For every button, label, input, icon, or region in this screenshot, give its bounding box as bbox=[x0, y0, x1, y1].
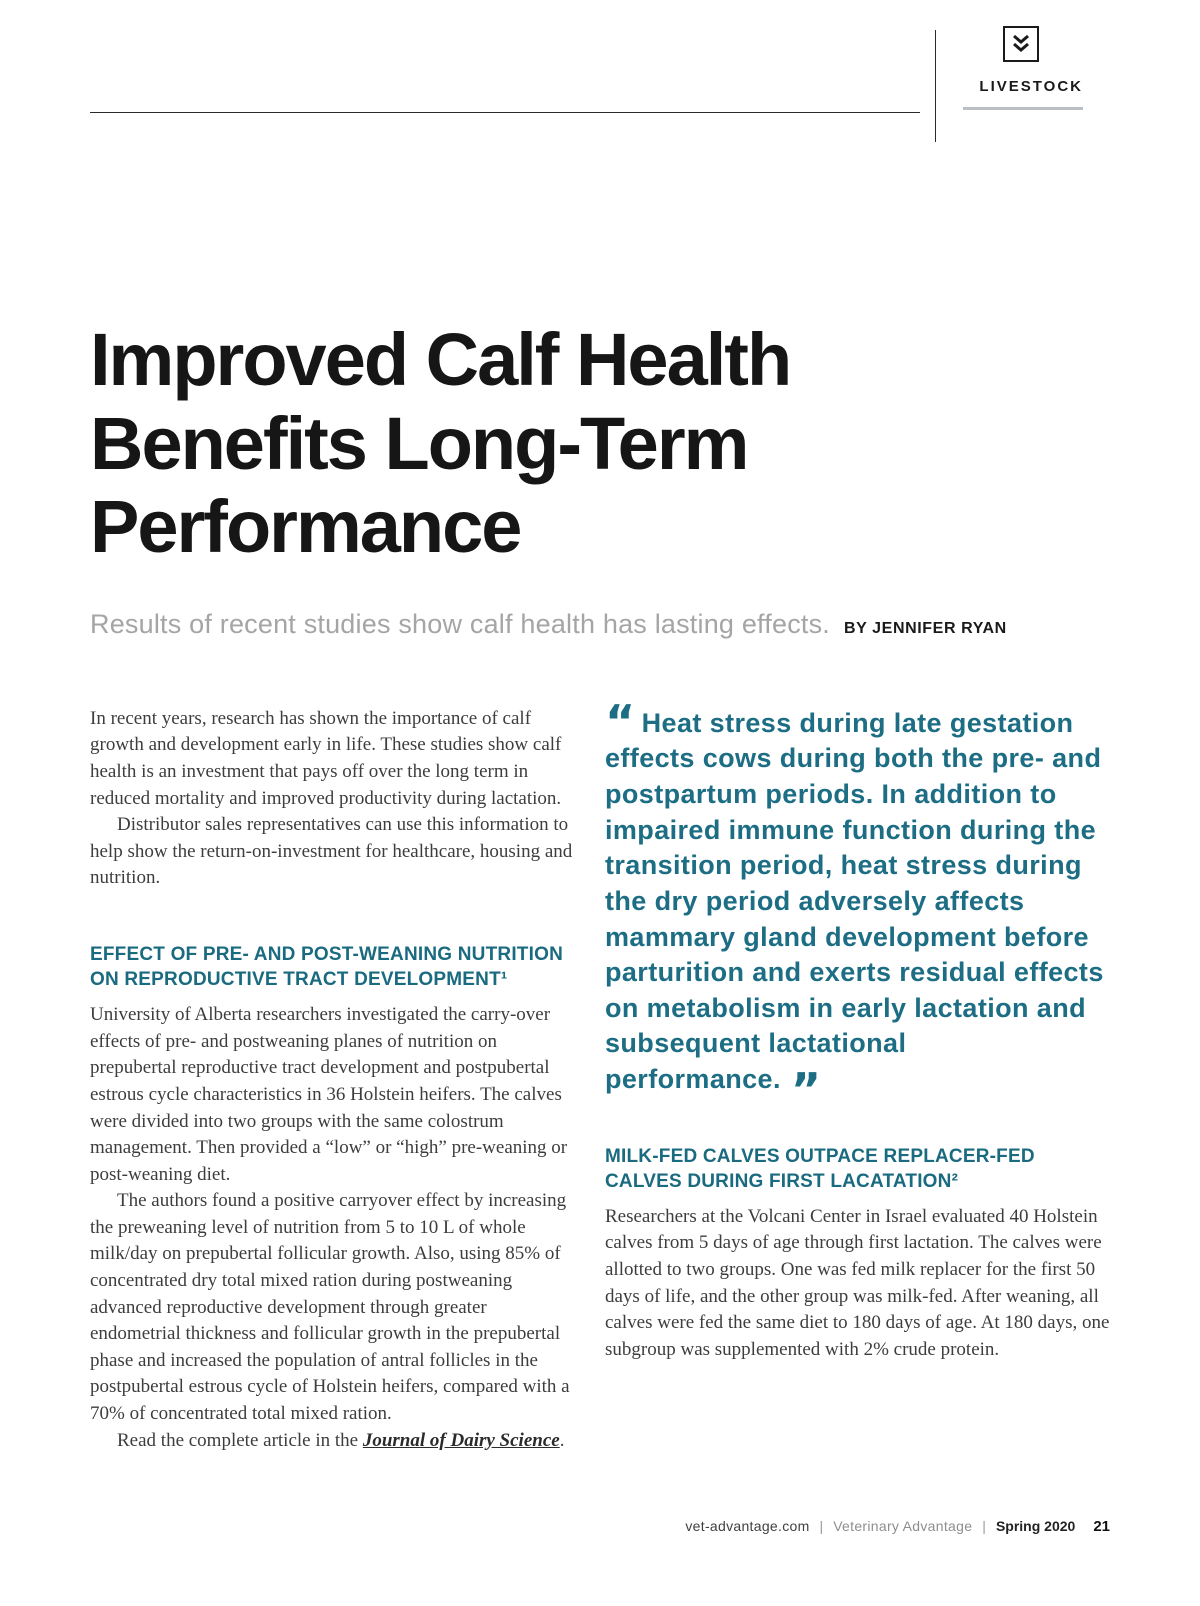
body-paragraph: The authors found a positive carryover e… bbox=[90, 1190, 570, 1425]
header-rule-right bbox=[963, 107, 1083, 110]
column-right: “Heat stress during late gestation effec… bbox=[605, 699, 1110, 1454]
read-more-suffix: . bbox=[559, 1429, 565, 1451]
journal-link[interactable]: Journal of Dairy Science bbox=[362, 1429, 560, 1451]
body-paragraph: Researchers at the Volcani Center in Isr… bbox=[605, 1205, 1110, 1360]
double-chevron-down-icon bbox=[1003, 26, 1039, 62]
header-rule-left bbox=[90, 112, 920, 113]
intro-paragraph: In recent years, research has shown the … bbox=[90, 707, 562, 809]
header-vertical-rule bbox=[935, 30, 936, 142]
read-more-prefix: Read the complete article in the bbox=[117, 1429, 363, 1451]
footer-publication: Veterinary Advantage bbox=[833, 1518, 973, 1534]
page-footer: vet-advantage.com | Veterinary Advantage… bbox=[685, 1518, 1110, 1535]
column-left: In recent years, research has shown the … bbox=[90, 706, 575, 1454]
article-columns: In recent years, research has shown the … bbox=[90, 699, 1110, 1454]
footer-page-number: 21 bbox=[1093, 1518, 1110, 1535]
pull-quote: “Heat stress during late gestation effec… bbox=[605, 699, 1110, 1113]
section-heading-nutrition: EFFECT OF PRE- AND POST-WEANING NUTRITIO… bbox=[90, 943, 563, 991]
footer-separator: | bbox=[982, 1518, 986, 1534]
body-paragraph: University of Alberta researchers invest… bbox=[90, 1004, 568, 1185]
section-marker: LIVESTOCK bbox=[963, 26, 1083, 110]
section-heading-milk-fed: MILK-FED CALVES OUTPACE REPLACER-FED CAL… bbox=[605, 1145, 1035, 1192]
pull-quote-text: Heat stress during late gestation effect… bbox=[605, 707, 1104, 1095]
footer-website: vet-advantage.com bbox=[685, 1518, 810, 1534]
article-title: Improved Calf Health Benefits Long-Term … bbox=[90, 318, 792, 569]
intro-paragraph: Distributor sales representatives can us… bbox=[90, 814, 573, 889]
article-byline: BY JENNIFER RYAN bbox=[844, 619, 1007, 637]
open-quote-icon: “ bbox=[605, 694, 636, 749]
close-quote-icon: ” bbox=[790, 1063, 822, 1118]
read-more-paragraph: Read the complete article in the Journal… bbox=[90, 1428, 575, 1455]
section-label: LIVESTOCK bbox=[979, 78, 1083, 95]
footer-separator: | bbox=[819, 1518, 824, 1534]
footer-issue: Spring 2020 bbox=[995, 1518, 1076, 1534]
article-deck: Results of recent studies show calf heal… bbox=[90, 608, 830, 639]
article-content: Improved Calf Health Benefits Long-Term … bbox=[90, 0, 1110, 1454]
deck-row: Results of recent studies show calf heal… bbox=[90, 609, 1110, 640]
